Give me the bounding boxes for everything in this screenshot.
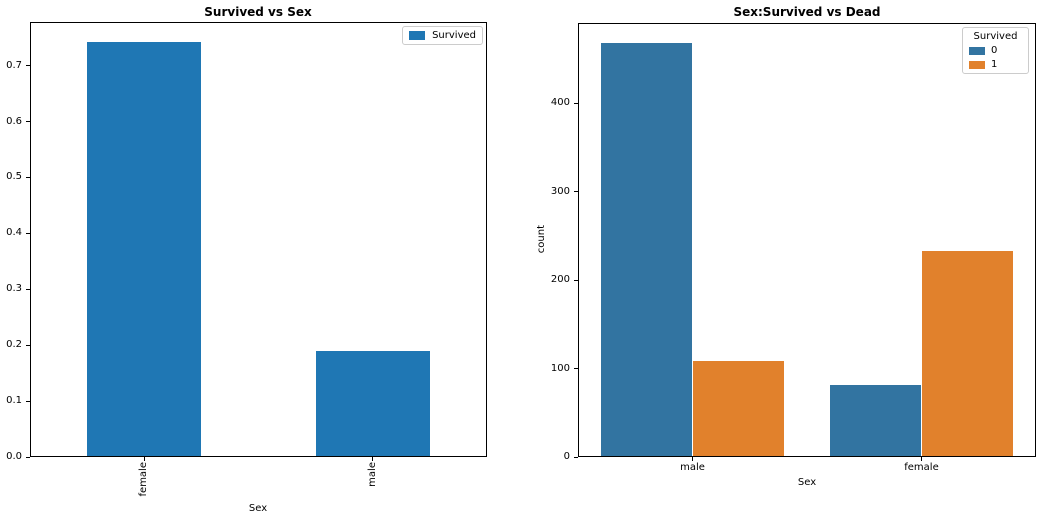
right-chart-plot-area (578, 23, 1036, 457)
xtick-mark (921, 457, 922, 461)
legend-label-0: 0 (991, 45, 998, 56)
left-chart-plot-area (30, 22, 487, 457)
ytick-mark (574, 368, 578, 370)
ytick-label: 0 (563, 451, 570, 462)
right-chart-xaxis-label: Sex (797, 477, 817, 488)
ytick-label: 400 (550, 97, 570, 109)
ytick-mark (26, 456, 30, 458)
ytick-label: 0.2 (6, 339, 22, 351)
legend-row-1: 1 (969, 59, 1022, 71)
ytick-mark (26, 344, 30, 346)
bar-female-1 (921, 251, 1014, 456)
ytick-mark (26, 176, 30, 178)
right-chart-yaxis-label: count (536, 225, 547, 254)
left-chart-legend: Survived (402, 26, 483, 45)
ytick-mark (26, 121, 30, 123)
ytick-mark (26, 400, 30, 402)
ytick-label: 300 (550, 185, 570, 197)
ytick-mark (574, 279, 578, 281)
xtick-label-male: male (366, 462, 378, 487)
right-legend-title: Survived (973, 31, 1018, 42)
ytick-mark (574, 191, 578, 193)
xtick-label-female: female (904, 462, 939, 473)
xtick-label-male: male (680, 462, 705, 473)
ytick-mark (26, 65, 30, 67)
bar-male-Survived (315, 351, 430, 456)
xtick-label-female: female (138, 462, 150, 497)
ytick-mark (26, 232, 30, 234)
bar-female-0 (829, 385, 922, 456)
ytick-label: 0.0 (6, 451, 22, 462)
ytick-label: 0.3 (6, 283, 22, 295)
ytick-label: 0.1 (6, 395, 22, 407)
bar-female-Survived (87, 42, 202, 456)
xtick-mark (372, 457, 374, 461)
xtick-mark (692, 457, 693, 461)
ytick-label: 0.6 (6, 115, 22, 127)
ytick-label: 0.4 (6, 227, 22, 239)
legend-row-0: 0 (969, 45, 1022, 57)
ytick-label: 200 (550, 274, 570, 286)
legend-swatch-0 (969, 47, 985, 55)
ytick-label: 100 (550, 362, 570, 374)
legend-label-survived: Survived (432, 30, 476, 41)
right-chart-legend: Survived 0 1 (962, 27, 1029, 74)
left-chart-title: Survived vs Sex (204, 5, 312, 19)
legend-swatch-1 (969, 61, 985, 69)
ytick-mark (574, 456, 578, 458)
bar-male-0 (600, 43, 693, 456)
ytick-label: 0.7 (6, 59, 22, 71)
ytick-mark (574, 102, 578, 104)
bar-male-1 (692, 360, 785, 456)
legend-label-1: 1 (991, 59, 998, 70)
xtick-mark (143, 457, 145, 461)
ytick-label: 0.5 (6, 171, 22, 183)
ytick-mark (26, 288, 30, 290)
right-chart-title: Sex:Survived vs Dead (733, 5, 881, 19)
left-chart-xaxis-label: Sex (248, 503, 268, 514)
legend-swatch-survived (409, 31, 426, 40)
